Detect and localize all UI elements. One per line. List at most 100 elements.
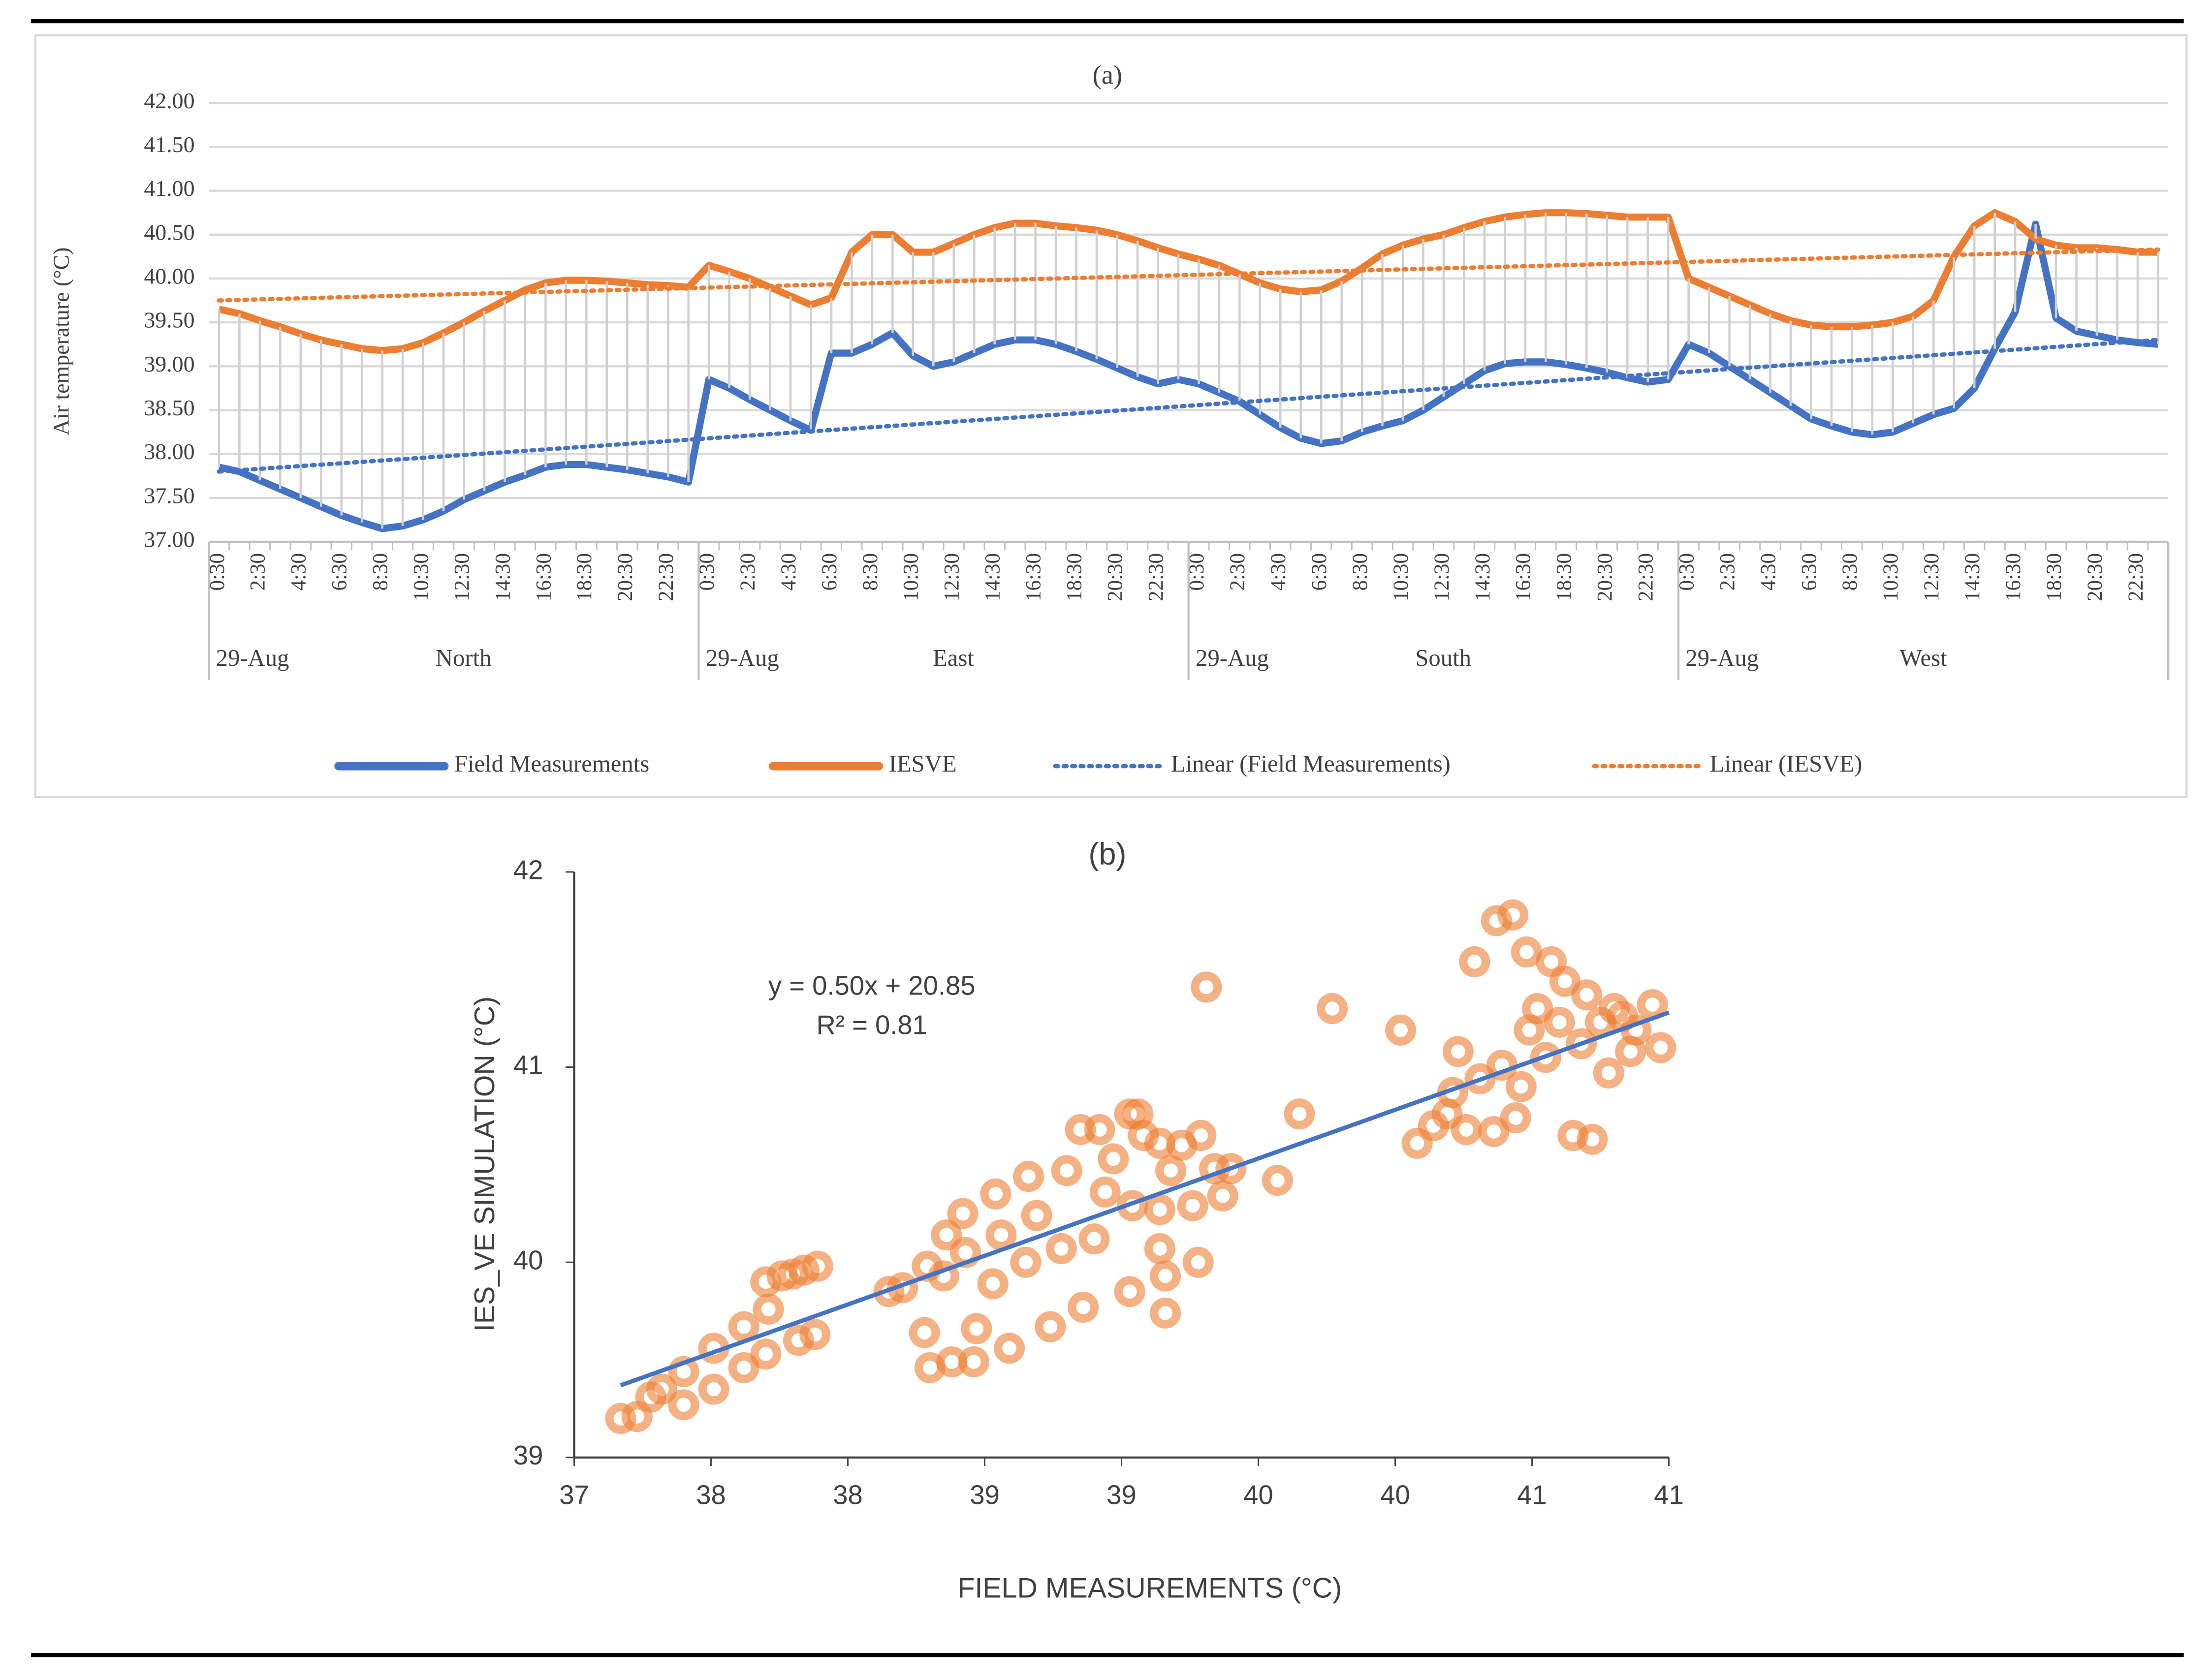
x-tick-label: 4:30 (1267, 553, 1290, 591)
scatter-point (1035, 1311, 1066, 1342)
scatter-point (1459, 946, 1490, 977)
series-line (218, 220, 2159, 532)
scatter-point (1511, 936, 1542, 968)
scatter-point (1177, 1190, 1208, 1221)
x-tick-label: 22:30 (2124, 553, 2148, 601)
group-name: South (1415, 645, 1471, 671)
legend-label: Field Measurements (454, 750, 649, 777)
scatter-point (958, 1346, 989, 1378)
y-tick-label: 37.00 (144, 527, 194, 552)
scatter-point (1571, 979, 1603, 1011)
scatter-point (1593, 1057, 1624, 1089)
legend-label: IESVE (889, 750, 957, 777)
group-name: East (933, 645, 974, 671)
x-tick-label: 12:30 (450, 553, 474, 601)
scatter-point (1535, 946, 1567, 977)
scatter-point (1021, 1200, 1052, 1231)
y-tick-label: 42.00 (144, 88, 194, 113)
x-tick-label: 38 (833, 1480, 863, 1510)
scatter-point (980, 1178, 1011, 1210)
chart-a-title: (a) (1093, 60, 1122, 90)
scatter-point (1191, 971, 1222, 1003)
scatter-point (728, 1311, 759, 1342)
x-tick-label: 16:30 (2002, 553, 2025, 601)
y-tick-label: 39 (513, 1440, 543, 1470)
scatter-point (698, 1373, 729, 1405)
chart-b-x-title: FIELD MEASUREMENTS (°C) (957, 1572, 1342, 1604)
x-tick-label: 8:30 (369, 553, 392, 591)
scatter-point (1478, 1116, 1510, 1148)
scatter-point (1215, 1153, 1247, 1184)
scatter-point (909, 1317, 940, 1348)
scatter-point (1010, 1246, 1042, 1278)
scatter-point (1486, 1050, 1517, 1081)
scatter-point (1385, 1014, 1417, 1046)
legend-label: Linear (IESVE) (1710, 750, 1863, 777)
scatter-point (994, 1333, 1025, 1364)
x-tick-label: 12:30 (1920, 553, 1943, 601)
x-tick-label: 6:30 (328, 553, 351, 591)
scatter-point (1522, 993, 1553, 1025)
scatter-point (1068, 1291, 1099, 1323)
scatter-point (1262, 1165, 1293, 1196)
scatter-point (1089, 1176, 1121, 1208)
x-tick-label: 2:30 (1716, 553, 1739, 591)
trendline (217, 247, 2160, 303)
chart-a-frame (34, 34, 2188, 799)
x-tick-label: 6:30 (1308, 553, 1331, 591)
scatter-point (1185, 1119, 1217, 1151)
chart-a-y-title: Air temperature (°C) (49, 248, 74, 436)
x-tick-label: 14:30 (1961, 553, 1984, 601)
scatter-point (1051, 1155, 1082, 1186)
x-tick-label: 22:30 (655, 553, 678, 601)
scatter-point (1078, 1223, 1110, 1255)
scatter-point (1566, 1028, 1597, 1059)
x-tick-label: 10:30 (1390, 553, 1413, 601)
x-tick-label: 20:30 (1594, 553, 1617, 601)
scatter-point (1530, 1042, 1561, 1073)
scatter-point (1500, 1102, 1531, 1134)
y-tick-label: 39.00 (144, 351, 194, 376)
x-tick-label: 16:30 (1022, 553, 1045, 601)
x-tick-label: 37 (559, 1480, 589, 1510)
group-date: 29-Aug (1196, 645, 1269, 671)
trendline (217, 338, 2160, 474)
scatter-point (1544, 1006, 1575, 1038)
y-tick-label: 41 (513, 1050, 543, 1080)
series-line (218, 209, 2158, 354)
y-tick-label: 41.50 (144, 132, 194, 157)
scatter-point (1442, 1036, 1474, 1067)
x-tick-label: 18:30 (573, 553, 596, 601)
scatter-point (789, 1254, 820, 1286)
scatter-point (646, 1373, 677, 1405)
x-tick-label: 18:30 (2043, 553, 2066, 601)
scatter-point (1144, 1194, 1175, 1225)
scatter-point (1149, 1260, 1181, 1292)
x-tick-label: 8:30 (1838, 553, 1862, 591)
scatter-point (1317, 993, 1348, 1025)
scatter-point (1207, 1180, 1238, 1212)
group-name: North (436, 645, 492, 671)
x-tick-label: 22:30 (1635, 553, 1658, 601)
x-tick-label: 10:30 (900, 553, 923, 601)
y-tick-label: 39.50 (144, 308, 194, 333)
scatter-point (1084, 1114, 1115, 1146)
scatter-point (802, 1250, 833, 1282)
scatter-point (977, 1268, 1009, 1300)
legend-label: Linear (Field Measurements) (1171, 750, 1451, 777)
x-tick-label: 20:30 (1104, 553, 1127, 601)
r-squared: R² = 0.81 (817, 1010, 927, 1040)
scatter-point (1464, 1063, 1496, 1094)
x-tick-label: 39 (970, 1480, 1000, 1510)
chart-b-y-title: IES_VE SIMULATION (°C) (469, 996, 501, 1332)
scatter-point (750, 1338, 782, 1370)
scatter-point (961, 1313, 992, 1344)
x-tick-label: 40 (1380, 1480, 1410, 1510)
x-tick-label: 12:30 (941, 553, 964, 601)
y-tick-label: 40.50 (144, 219, 194, 245)
x-tick-label: 18:30 (1063, 553, 1086, 601)
scatter-point (947, 1198, 979, 1229)
x-tick-label: 41 (1654, 1480, 1684, 1510)
scatter-point (1149, 1297, 1181, 1329)
